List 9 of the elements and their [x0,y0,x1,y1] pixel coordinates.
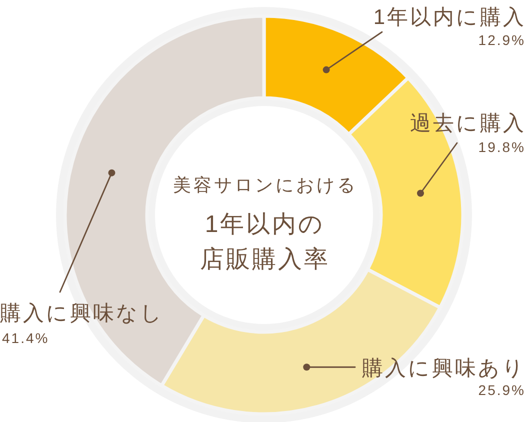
category-label: 購入に興味あり [362,357,526,380]
title: 1年以内の店販購入率 [200,211,330,273]
value-label: 25.9% [478,382,526,398]
category-label: 購入に興味なし [0,302,164,325]
category-label: 1年以内に購入 [373,6,526,29]
subtitle: 美容サロンにおける [173,175,358,195]
value-label: 41.4% [2,330,50,346]
value-label: 12.9% [478,32,526,48]
value-label: 19.8% [478,139,526,155]
